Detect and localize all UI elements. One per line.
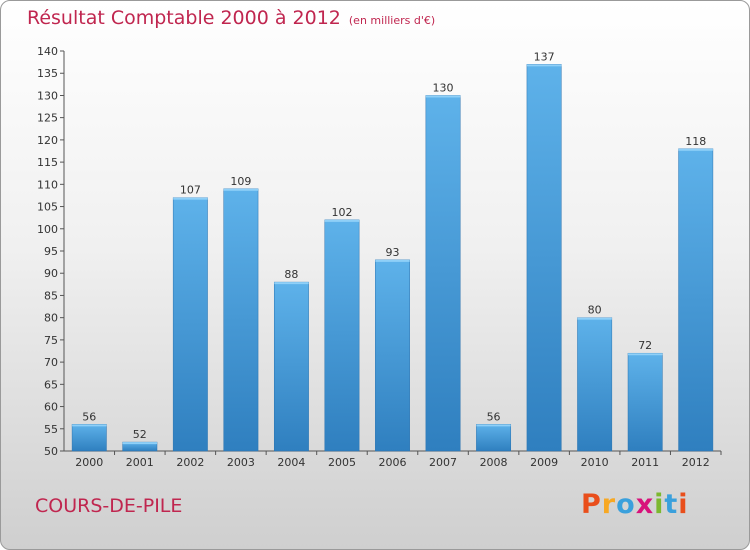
chart-title: Résultat Comptable 2000 à 2012 (en millie… — [27, 7, 435, 29]
x-tick-label: 2005 — [328, 456, 356, 469]
x-tick-label: 2007 — [429, 456, 457, 469]
y-tick-label: 140 — [37, 45, 58, 58]
bar-value-label: 56 — [487, 410, 501, 423]
bar-top-highlight — [526, 64, 562, 67]
bar-top-highlight — [375, 259, 410, 262]
x-tick-label: 2011 — [631, 456, 659, 469]
bar-value-label: 80 — [588, 304, 602, 317]
y-tick-label: 85 — [44, 289, 58, 302]
bar — [678, 148, 714, 452]
bar — [375, 259, 410, 452]
y-tick-label: 110 — [37, 178, 58, 191]
x-tick-label: 2003 — [227, 456, 255, 469]
bar-value-label: 52 — [133, 428, 147, 441]
bar-value-label: 107 — [180, 184, 201, 197]
y-tick-label: 105 — [37, 201, 58, 214]
y-tick-label: 70 — [44, 356, 58, 369]
bar — [425, 95, 461, 452]
bar-top-highlight — [476, 424, 511, 427]
bar-top-highlight — [274, 282, 309, 285]
bar-value-label: 56 — [82, 410, 96, 423]
bar-top-highlight — [678, 148, 713, 151]
bar — [526, 64, 562, 452]
logo-letter: i — [654, 489, 665, 520]
logo-letter: o — [616, 489, 636, 520]
logo-letter: r — [601, 489, 617, 520]
bar-top-highlight — [577, 317, 612, 320]
chart-subtitle: (en milliers d'€) — [348, 14, 436, 27]
bar — [476, 424, 512, 452]
logo-letter: x — [635, 489, 655, 520]
logo-letter: i — [678, 489, 689, 520]
bar — [223, 188, 259, 452]
city-name: COURS-DE-PILE — [35, 495, 183, 517]
y-tick-label: 120 — [37, 134, 58, 147]
y-tick-label: 125 — [37, 112, 58, 125]
y-tick-label: 115 — [37, 156, 58, 169]
y-tick-label: 65 — [44, 378, 58, 391]
y-tick-label: 130 — [37, 89, 58, 102]
chart-bars — [71, 64, 714, 452]
bar-value-label: 130 — [433, 81, 454, 94]
x-tick-label: 2009 — [530, 456, 558, 469]
bar-value-label: 102 — [331, 206, 352, 219]
bar-value-label: 88 — [284, 268, 298, 281]
y-tick-label: 90 — [44, 267, 58, 280]
bar — [324, 219, 360, 452]
chart-title-text: Résultat Comptable 2000 à 2012 — [27, 7, 341, 29]
y-tick-label: 60 — [44, 401, 58, 414]
y-tick-label: 135 — [37, 67, 58, 80]
bar-top-highlight — [122, 442, 157, 445]
x-tick-label: 2006 — [379, 456, 407, 469]
bar — [627, 352, 663, 452]
bar — [577, 317, 613, 452]
y-tick-label: 80 — [44, 312, 58, 325]
x-tick-label: 2010 — [581, 456, 609, 469]
x-tick-label: 2012 — [682, 456, 710, 469]
chart-labels: 56 2000 52 2001 107 2002 109 2003 88 2004 102 2005 9… — [75, 50, 709, 469]
y-tick-label: 50 — [44, 445, 58, 458]
bar-value-label: 109 — [230, 175, 251, 188]
bar-top-highlight — [324, 219, 360, 222]
bar-top-highlight — [628, 353, 663, 356]
proxiti-logo: Proxiti — [581, 489, 689, 520]
bar-value-label: 118 — [685, 135, 706, 148]
y-tick-label: 55 — [44, 423, 58, 436]
y-tick-label: 100 — [37, 223, 58, 236]
bar — [71, 424, 107, 452]
bar — [172, 197, 208, 452]
x-tick-label: 2000 — [75, 456, 103, 469]
y-tick-label: 75 — [44, 334, 58, 347]
x-tick-label: 2004 — [277, 456, 305, 469]
bar-top-highlight — [72, 424, 107, 427]
y-tick-label: 95 — [44, 245, 58, 258]
bar-value-label: 137 — [534, 50, 555, 63]
x-tick-label: 2001 — [126, 456, 154, 469]
x-tick-label: 2002 — [176, 456, 204, 469]
logo-letter: t — [664, 489, 679, 520]
logo-letter: P — [581, 489, 602, 520]
bar-value-label: 72 — [638, 339, 652, 352]
bar-value-label: 93 — [386, 246, 400, 259]
bar-top-highlight — [425, 95, 461, 98]
bar-top-highlight — [223, 188, 259, 191]
bar — [273, 281, 309, 452]
bar-top-highlight — [173, 197, 208, 200]
x-tick-label: 2008 — [480, 456, 508, 469]
